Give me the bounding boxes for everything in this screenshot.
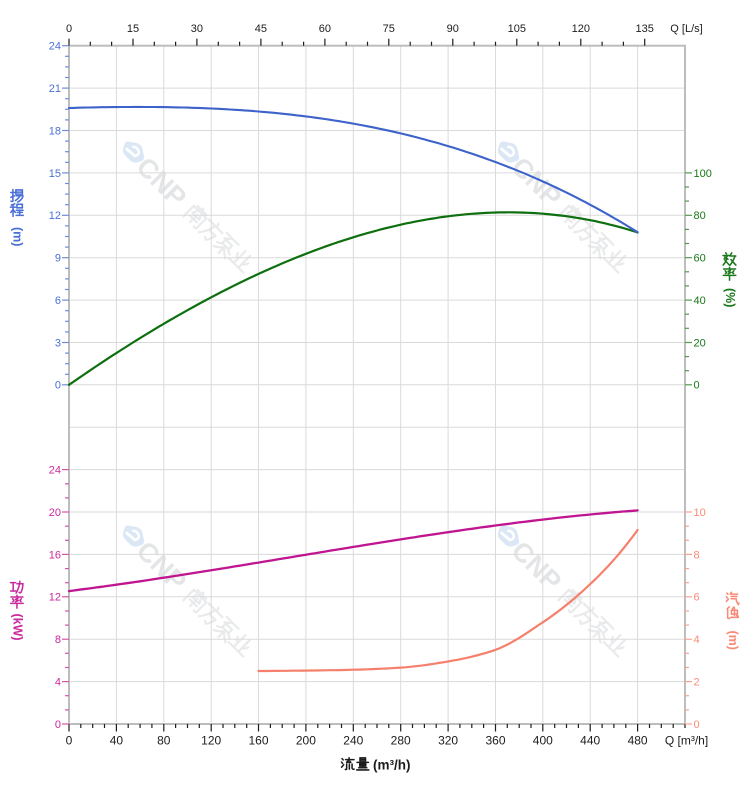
svg-text:480: 480 xyxy=(628,734,648,748)
svg-text:(kW): (kW) xyxy=(11,614,25,641)
svg-text:360: 360 xyxy=(485,734,505,748)
svg-text:6: 6 xyxy=(694,592,700,604)
svg-text:120: 120 xyxy=(572,23,590,35)
svg-text:8: 8 xyxy=(694,549,700,561)
svg-text:100: 100 xyxy=(694,168,712,180)
svg-text:(m³/h): (m³/h) xyxy=(373,758,411,773)
svg-text:440: 440 xyxy=(580,734,600,748)
svg-text:0: 0 xyxy=(66,23,72,35)
svg-text:(%): (%) xyxy=(723,288,737,307)
svg-text:60: 60 xyxy=(694,253,706,265)
svg-text:21: 21 xyxy=(49,83,61,95)
svg-text:20: 20 xyxy=(49,507,61,519)
svg-text:2: 2 xyxy=(694,677,700,689)
svg-text:12: 12 xyxy=(49,210,61,222)
svg-text:120: 120 xyxy=(201,734,221,748)
svg-text:20: 20 xyxy=(694,337,706,349)
svg-text:4: 4 xyxy=(55,677,61,689)
svg-text:400: 400 xyxy=(533,734,553,748)
svg-text:40: 40 xyxy=(694,295,706,307)
svg-text:75: 75 xyxy=(383,23,395,35)
svg-text:0: 0 xyxy=(694,380,700,392)
svg-text:18: 18 xyxy=(49,125,61,137)
svg-text:8: 8 xyxy=(55,634,61,646)
svg-text:(m): (m) xyxy=(11,227,25,246)
svg-text:80: 80 xyxy=(157,734,171,748)
svg-text:0: 0 xyxy=(694,719,700,731)
svg-text:(m): (m) xyxy=(726,631,740,650)
svg-text:135: 135 xyxy=(636,23,654,35)
svg-text:6: 6 xyxy=(55,295,61,307)
svg-text:80: 80 xyxy=(694,210,706,222)
svg-text:9: 9 xyxy=(55,253,61,265)
svg-text:15: 15 xyxy=(127,23,139,35)
svg-text:280: 280 xyxy=(391,734,411,748)
svg-text:200: 200 xyxy=(296,734,316,748)
svg-text:24: 24 xyxy=(49,41,61,53)
svg-text:0: 0 xyxy=(66,734,73,748)
svg-text:90: 90 xyxy=(447,23,459,35)
svg-text:105: 105 xyxy=(508,23,526,35)
svg-text:4: 4 xyxy=(694,634,700,646)
svg-text:45: 45 xyxy=(255,23,267,35)
svg-text:24: 24 xyxy=(49,465,61,477)
svg-text:3: 3 xyxy=(55,337,61,349)
svg-text:40: 40 xyxy=(110,734,124,748)
svg-text:10: 10 xyxy=(694,507,706,519)
svg-text:0: 0 xyxy=(55,719,61,731)
svg-text:320: 320 xyxy=(438,734,458,748)
svg-text:15: 15 xyxy=(49,168,61,180)
svg-text:240: 240 xyxy=(343,734,363,748)
svg-text:Q [m³/h]: Q [m³/h] xyxy=(665,734,708,748)
svg-text:160: 160 xyxy=(248,734,268,748)
svg-text:16: 16 xyxy=(49,549,61,561)
svg-text:Q [L/s]: Q [L/s] xyxy=(670,23,702,35)
svg-text:12: 12 xyxy=(49,592,61,604)
svg-text:30: 30 xyxy=(191,23,203,35)
svg-text:60: 60 xyxy=(319,23,331,35)
svg-text:0: 0 xyxy=(55,380,61,392)
